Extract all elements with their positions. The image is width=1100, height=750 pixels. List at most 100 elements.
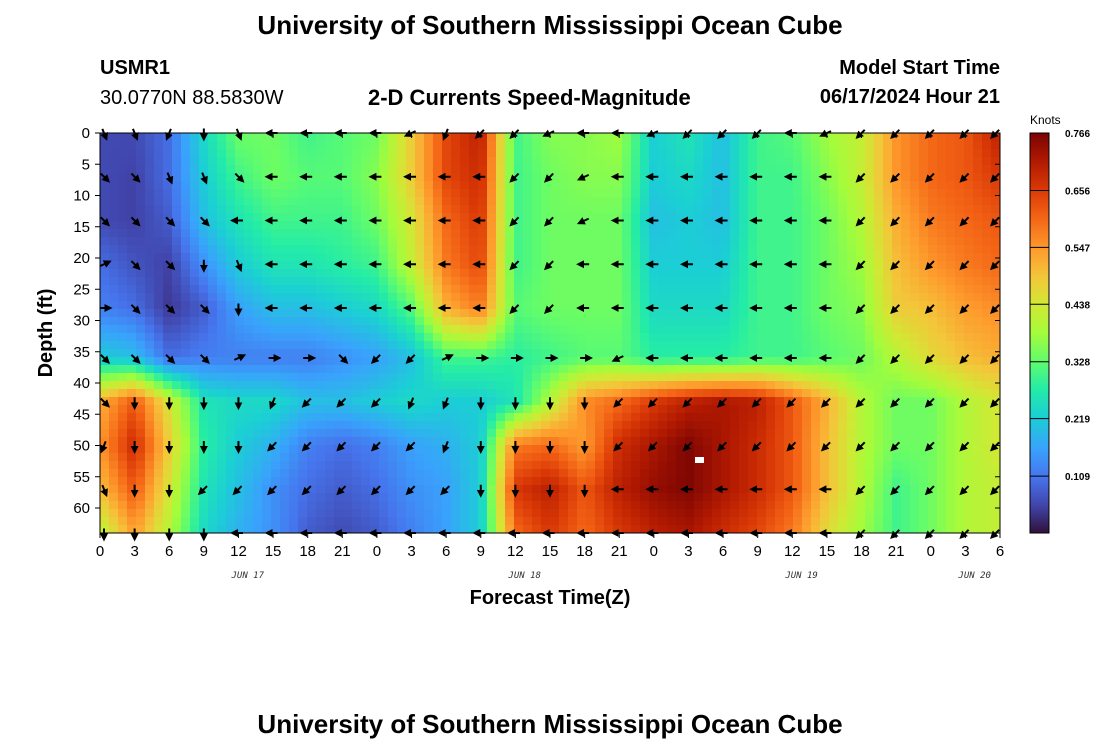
heatmap-cell: [253, 141, 263, 150]
heatmap-cell: [640, 445, 650, 454]
heatmap-cell: [973, 285, 983, 294]
heatmap-cell: [361, 517, 371, 526]
heatmap-cell: [856, 181, 866, 190]
heatmap-cell: [649, 205, 659, 214]
heatmap-cell: [127, 253, 137, 262]
heatmap-cell: [820, 453, 830, 462]
heatmap-cell: [388, 493, 398, 502]
heatmap-cell: [217, 165, 227, 174]
heatmap-cell: [793, 421, 803, 430]
heatmap-cell: [649, 317, 659, 326]
heatmap-cell: [154, 453, 164, 462]
heatmap-cell: [262, 413, 272, 422]
heatmap-cell: [136, 237, 146, 246]
heatmap-cell: [370, 229, 380, 238]
heatmap-cell: [829, 229, 839, 238]
heatmap-cell: [406, 133, 416, 142]
heatmap-cell: [460, 365, 470, 374]
heatmap-cell: [946, 237, 956, 246]
heatmap-cell: [100, 413, 110, 422]
heatmap-cell: [478, 349, 488, 358]
heatmap-cell: [595, 309, 605, 318]
heatmap-cell: [163, 181, 173, 190]
heatmap-cell: [496, 173, 506, 182]
heatmap-cell: [775, 325, 785, 334]
heatmap-cell: [667, 349, 677, 358]
heatmap-cell: [361, 525, 371, 534]
heatmap-cell: [766, 365, 776, 374]
heatmap-cell: [883, 149, 893, 158]
heatmap-cell: [964, 189, 974, 198]
heatmap-cell: [505, 141, 515, 150]
heatmap-cell: [415, 373, 425, 382]
heatmap-cell: [910, 365, 920, 374]
heatmap-cell: [604, 397, 614, 406]
heatmap-cell: [226, 277, 236, 286]
heatmap-cell: [595, 261, 605, 270]
heatmap-cell: [316, 373, 326, 382]
heatmap-cell: [748, 245, 758, 254]
heatmap-cell: [865, 445, 875, 454]
heatmap-cell: [856, 437, 866, 446]
heatmap-cell: [757, 269, 767, 278]
heatmap-cell: [649, 341, 659, 350]
heatmap-cell: [559, 253, 569, 262]
heatmap-cell: [307, 365, 317, 374]
heatmap-cell: [253, 349, 263, 358]
heatmap-cell: [712, 389, 722, 398]
heatmap-cell: [667, 477, 677, 486]
heatmap-cell: [172, 405, 182, 414]
heatmap-cell: [298, 181, 308, 190]
heatmap-cell: [199, 509, 209, 518]
heatmap-cell: [325, 189, 335, 198]
heatmap-cell: [604, 293, 614, 302]
heatmap-cell: [325, 469, 335, 478]
heatmap-cell: [208, 261, 218, 270]
heatmap-cell: [784, 413, 794, 422]
heatmap-cell: [910, 405, 920, 414]
heatmap-cell: [226, 381, 236, 390]
heatmap-cell: [100, 269, 110, 278]
heatmap-cell: [181, 277, 191, 286]
heatmap-cell: [379, 213, 389, 222]
heatmap-cell: [469, 341, 479, 350]
heatmap-cell: [145, 149, 155, 158]
heatmap-cell: [334, 437, 344, 446]
heatmap-cell: [280, 381, 290, 390]
heatmap-cell: [433, 189, 443, 198]
heatmap-cell: [649, 469, 659, 478]
heatmap-cell: [910, 373, 920, 382]
heatmap-cell: [766, 197, 776, 206]
heatmap-cell: [847, 221, 857, 230]
heatmap-cell: [649, 413, 659, 422]
heatmap-cell: [604, 333, 614, 342]
heatmap-cell: [964, 181, 974, 190]
heatmap-cell: [946, 165, 956, 174]
heatmap-cell: [127, 157, 137, 166]
heatmap-cell: [460, 389, 470, 398]
heatmap-cell: [973, 485, 983, 494]
heatmap-cell: [883, 389, 893, 398]
heatmap-cell: [100, 325, 110, 334]
heatmap-cell: [172, 237, 182, 246]
heatmap-cell: [973, 181, 983, 190]
heatmap-cell: [937, 269, 947, 278]
heatmap-cell: [604, 205, 614, 214]
heatmap-cell: [388, 461, 398, 470]
heatmap-cell: [622, 189, 632, 198]
heatmap-cell: [388, 141, 398, 150]
heatmap-cell: [442, 269, 452, 278]
heatmap-cell: [496, 141, 506, 150]
heatmap-cell: [307, 389, 317, 398]
heatmap-cell: [730, 213, 740, 222]
heatmap-cell: [136, 437, 146, 446]
heatmap-cell: [154, 181, 164, 190]
heatmap-cell: [442, 181, 452, 190]
heatmap-cell: [577, 181, 587, 190]
heatmap-cell: [325, 445, 335, 454]
heatmap-cell: [181, 461, 191, 470]
heatmap-cell: [865, 413, 875, 422]
heatmap-cell: [874, 357, 884, 366]
heatmap-cell: [685, 341, 695, 350]
heatmap-cell: [487, 517, 497, 526]
